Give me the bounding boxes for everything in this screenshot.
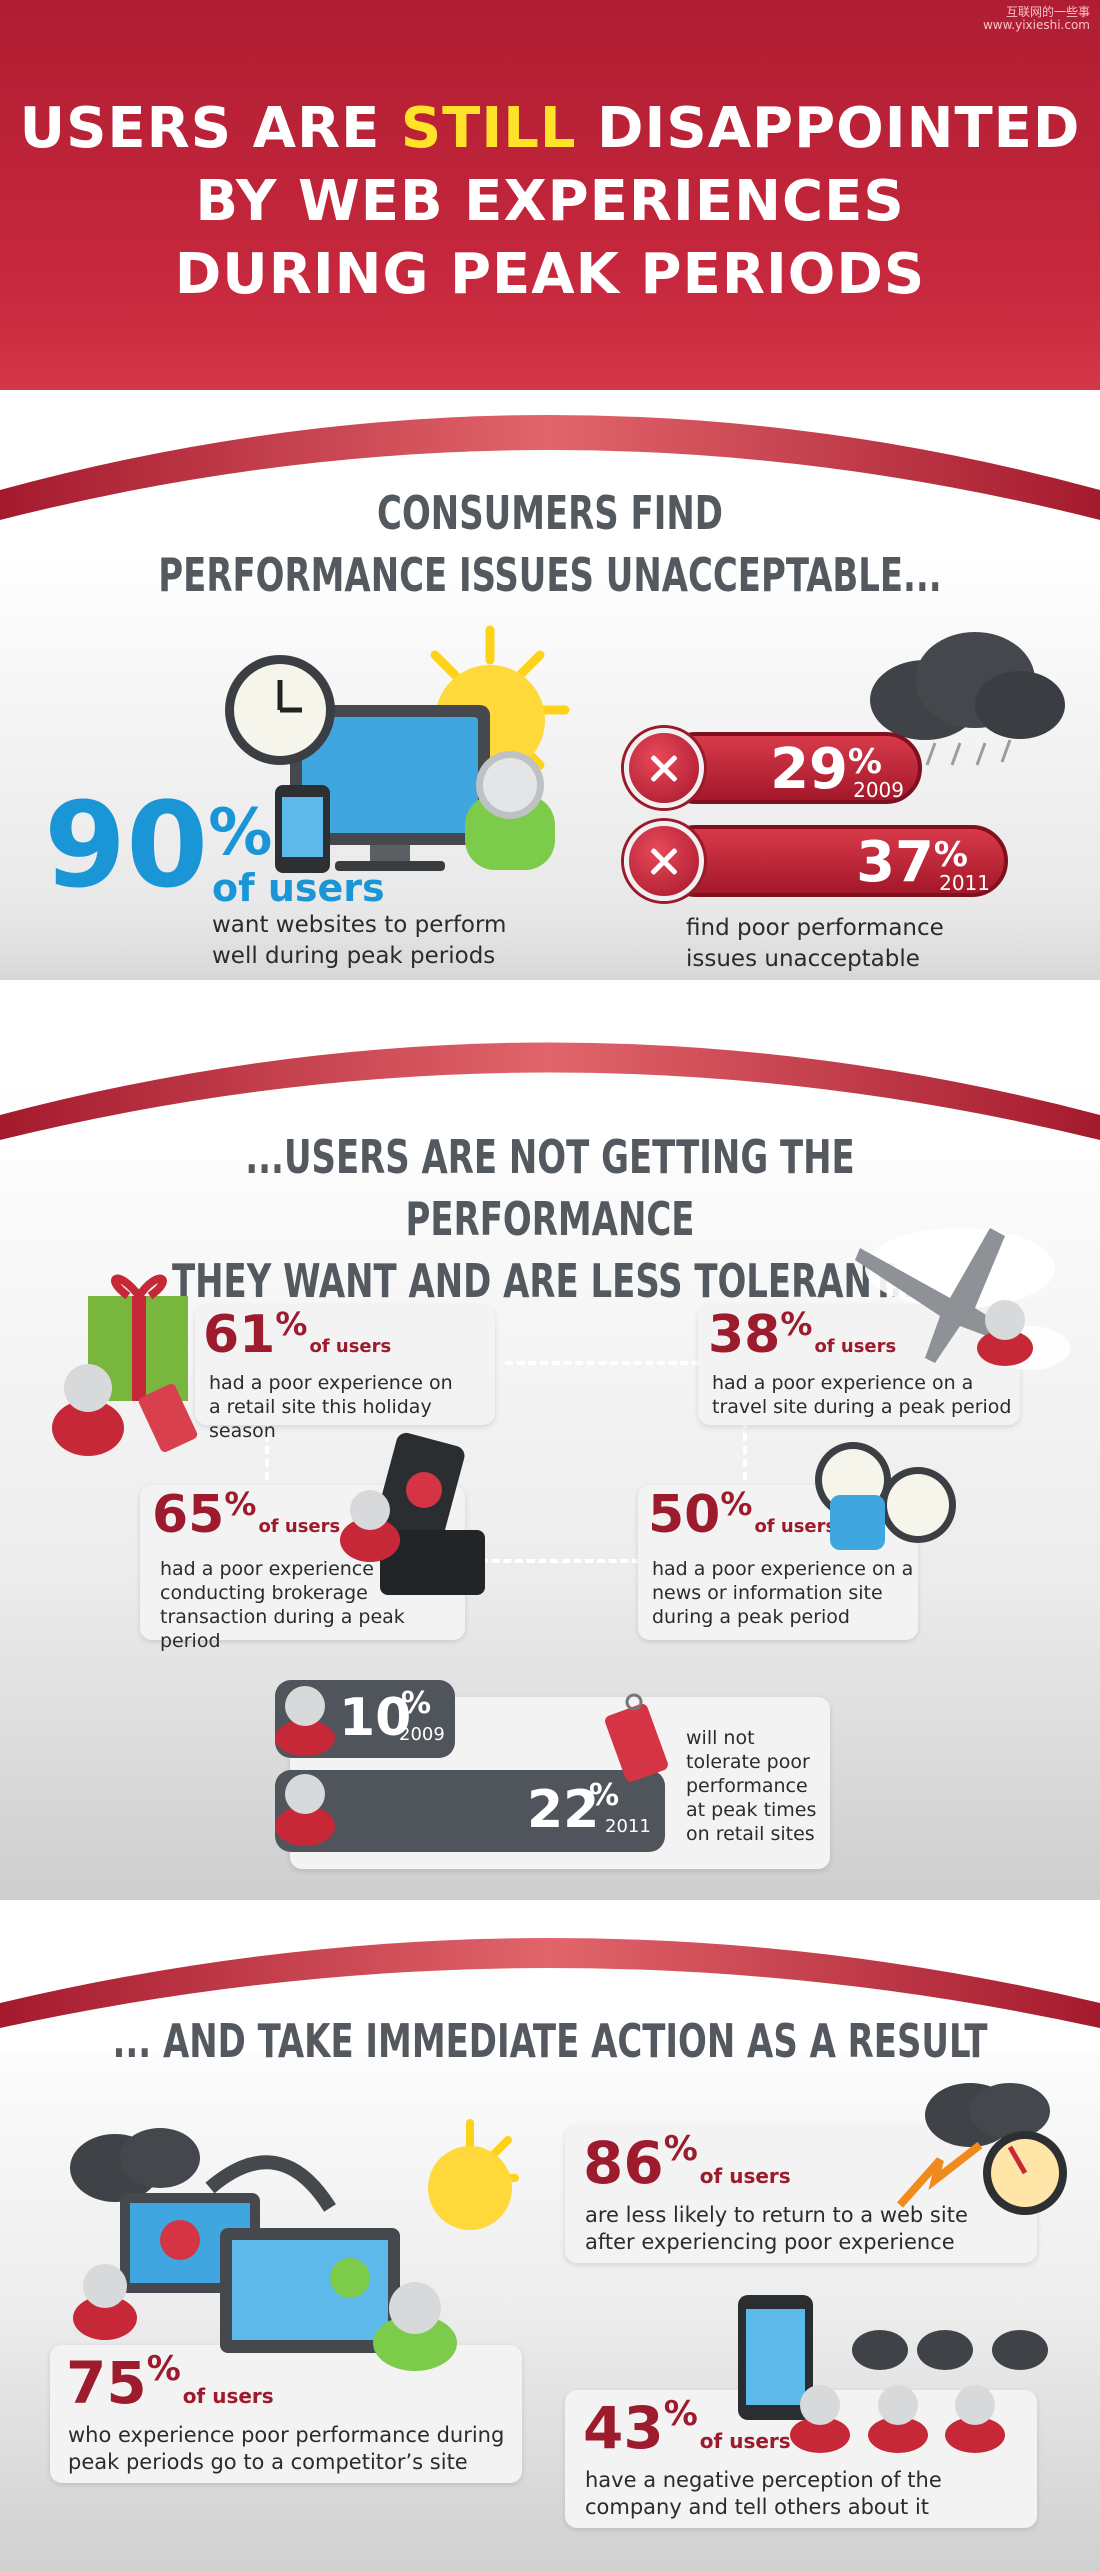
section3-title: ... AND TAKE IMMEDIATE ACTION AS A RESUL… xyxy=(112,2014,988,2068)
pill-2011: 37 % 2011 xyxy=(660,825,1008,897)
storm-cloud-icon xyxy=(870,632,1065,766)
stat-card-86: 86%of users are less likely to return to… xyxy=(565,2125,1037,2263)
airplane-icon xyxy=(855,1228,1070,1370)
monitor-illustration xyxy=(225,625,570,873)
stat-90-percent: 90% xyxy=(44,776,273,914)
connector-line xyxy=(265,1420,269,1480)
competitor-switch-illustration xyxy=(70,2119,519,2371)
section1-title: CONSUMERS FIND PERFORMANCE ISSUES UNACCE… xyxy=(158,486,942,602)
main-title: USERS ARE STILL DISAPPOINTED BY WEB EXPE… xyxy=(19,96,1081,307)
x-circle-icon xyxy=(624,728,704,808)
section3-band xyxy=(0,1938,1100,2053)
title-highlight: STILL xyxy=(400,96,577,161)
watermark: 互联网的一些事 www.yixieshi.com xyxy=(982,5,1090,32)
x-circle-icon xyxy=(624,821,704,901)
section2-band xyxy=(0,1042,1100,1160)
phone-briefcase-icon xyxy=(340,1432,485,1595)
phone-angry-crowd-icon xyxy=(738,2295,1048,2453)
section2-title: ...USERS ARE NOT GETTING THE PERFORMANCE… xyxy=(171,1130,929,1308)
tolerance-pill-2011: 22 % 2011 xyxy=(275,1770,665,1852)
stat-card-75: 75%of users who experience poor performa… xyxy=(50,2345,522,2483)
stat-90-unit: of users xyxy=(212,866,385,910)
gift-bag-icon xyxy=(52,1274,198,1456)
storm-stopwatch-icon xyxy=(897,2083,1067,2215)
stat-90-desc: want websites to perform well during pea… xyxy=(212,912,507,969)
clocks-rss-icon xyxy=(815,1442,956,1550)
stat-card-50: 50%of users had a poor experience on a n… xyxy=(638,1485,918,1640)
connector-line xyxy=(505,1361,700,1365)
tolerance-desc: will not tolerate poor performance at pe… xyxy=(686,1727,817,1845)
price-tag-icon xyxy=(605,1693,668,1782)
connector-line xyxy=(743,1420,747,1480)
stat-card-61: 61%of users had a poor experience on a r… xyxy=(195,1305,495,1442)
angry-users-icon xyxy=(275,1686,335,1846)
connector-line xyxy=(480,1559,640,1563)
section1-band xyxy=(0,415,1100,530)
pills-desc: find poor performance issues unacceptabl… xyxy=(686,915,944,972)
